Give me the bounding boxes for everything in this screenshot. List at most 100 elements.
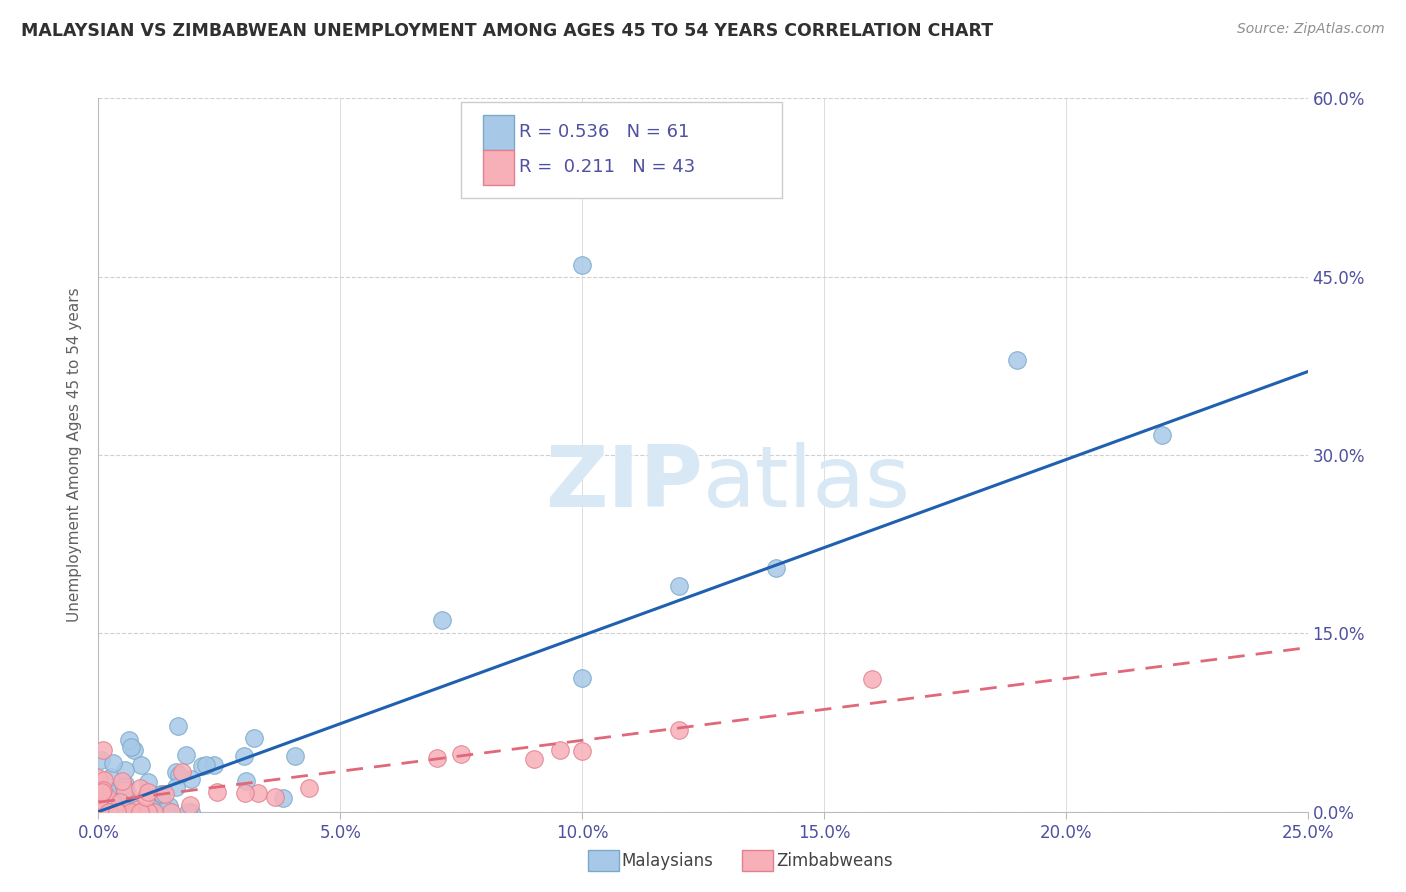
Point — [96, 789, 118, 804]
Point — [167, 768, 190, 782]
Point — [160, 805, 183, 819]
Point — [96, 805, 118, 819]
Point — [97, 805, 120, 819]
Text: Malaysians: Malaysians — [621, 852, 713, 870]
Point — [247, 786, 270, 800]
Point — [114, 783, 136, 797]
Point — [191, 759, 214, 773]
Point — [97, 805, 120, 819]
Point — [91, 743, 114, 757]
Point — [91, 783, 114, 797]
Y-axis label: Unemployment Among Ages 45 to 54 years: Unemployment Among Ages 45 to 54 years — [67, 287, 83, 623]
Point — [97, 785, 120, 799]
Point — [90, 805, 112, 819]
Point — [1007, 352, 1029, 367]
Point — [136, 774, 159, 789]
Point — [150, 787, 173, 801]
Point — [283, 748, 305, 763]
Point — [155, 803, 177, 817]
Point — [235, 774, 257, 789]
Text: atlas: atlas — [703, 442, 911, 525]
Point — [136, 805, 159, 819]
Point — [90, 805, 112, 819]
Point — [174, 747, 197, 762]
Point — [90, 753, 112, 767]
Point — [668, 578, 690, 592]
Point — [129, 758, 152, 772]
Point — [100, 805, 122, 819]
Point — [91, 786, 114, 800]
Point — [172, 764, 194, 779]
Point — [243, 731, 266, 746]
Point — [114, 764, 136, 778]
Point — [157, 798, 180, 813]
Point — [87, 771, 110, 785]
Point — [135, 789, 157, 804]
Point — [141, 805, 163, 819]
Text: Source: ZipAtlas.com: Source: ZipAtlas.com — [1237, 22, 1385, 37]
Point — [129, 805, 152, 819]
Point — [87, 781, 110, 796]
Point — [120, 805, 142, 819]
Point — [571, 258, 593, 272]
Point — [117, 786, 139, 800]
Point — [179, 797, 201, 812]
Point — [298, 780, 321, 795]
Point — [136, 785, 159, 799]
Point — [112, 780, 135, 794]
Point — [105, 805, 128, 819]
Text: MALAYSIAN VS ZIMBABWEAN UNEMPLOYMENT AMONG AGES 45 TO 54 YEARS CORRELATION CHART: MALAYSIAN VS ZIMBABWEAN UNEMPLOYMENT AMO… — [21, 22, 993, 40]
Point — [93, 772, 115, 787]
Point — [114, 795, 136, 809]
Point — [108, 795, 131, 809]
Point — [105, 805, 128, 819]
Point — [118, 733, 141, 747]
Point — [233, 748, 256, 763]
Point — [114, 777, 136, 791]
Point — [111, 792, 134, 806]
FancyBboxPatch shape — [482, 150, 515, 185]
Point — [105, 783, 128, 797]
Point — [430, 613, 453, 627]
Point — [115, 805, 138, 819]
Point — [167, 719, 190, 733]
Point — [128, 805, 150, 819]
Point — [205, 784, 228, 798]
FancyBboxPatch shape — [461, 102, 782, 198]
Text: Zimbabweans: Zimbabweans — [776, 852, 893, 870]
Point — [165, 765, 187, 780]
FancyBboxPatch shape — [482, 115, 515, 150]
Point — [89, 797, 111, 812]
Point — [111, 805, 134, 819]
Point — [122, 742, 145, 756]
Text: R = 0.536   N = 61: R = 0.536 N = 61 — [519, 123, 689, 141]
Point — [263, 790, 285, 805]
Text: ZIP: ZIP — [546, 442, 703, 525]
Point — [129, 780, 152, 795]
Point — [548, 743, 571, 757]
Point — [100, 805, 122, 819]
Point — [131, 805, 153, 819]
Point — [233, 786, 256, 800]
Point — [523, 751, 546, 765]
Point — [146, 797, 169, 812]
Point — [87, 792, 110, 806]
Point — [120, 740, 142, 755]
Point — [89, 805, 111, 819]
Point — [91, 785, 114, 799]
Point — [1152, 428, 1174, 442]
Point — [143, 805, 166, 819]
Point — [150, 787, 173, 801]
Point — [127, 802, 149, 816]
Point — [117, 794, 139, 808]
Point — [107, 805, 129, 819]
Point — [571, 671, 593, 685]
Point — [100, 770, 122, 784]
Point — [450, 747, 472, 762]
Point — [105, 805, 128, 819]
Point — [668, 723, 690, 737]
Point — [571, 743, 593, 757]
Point — [765, 561, 787, 575]
Text: R =  0.211   N = 43: R = 0.211 N = 43 — [519, 159, 696, 177]
Point — [165, 780, 187, 795]
